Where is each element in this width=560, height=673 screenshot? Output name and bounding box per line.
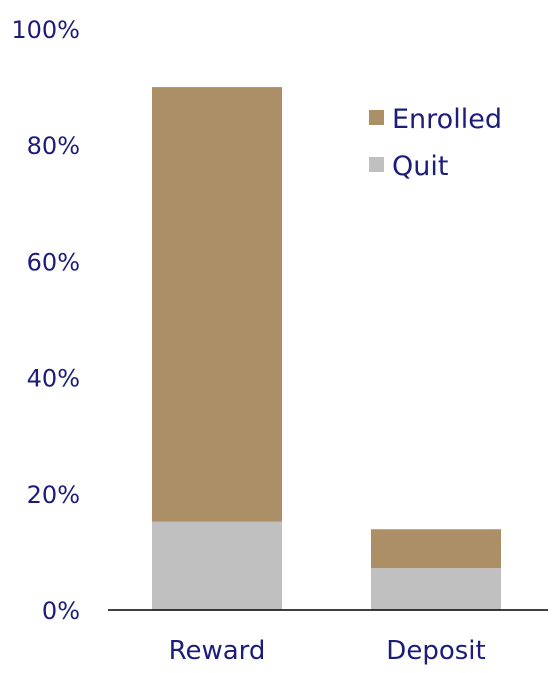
legend-swatch-enrolled: [369, 110, 384, 125]
y-tick-label: 40%: [27, 365, 80, 393]
bars: [152, 87, 501, 610]
x-tick-label: Reward: [169, 636, 266, 666]
legend-label-enrolled: Enrolled: [392, 104, 502, 135]
legend: Enrolled Quit: [369, 104, 502, 182]
bar-deposit-quit: [371, 568, 501, 610]
y-tick-label: 0%: [42, 597, 80, 625]
bar-reward-enrolled: [152, 87, 282, 522]
bar-reward-quit: [152, 521, 282, 610]
x-tick-label: Deposit: [386, 636, 485, 666]
y-axis-ticks: 0% 20% 40% 60% 80% 100%: [11, 16, 80, 625]
legend-swatch-quit: [369, 157, 384, 172]
bar-deposit-enrolled: [371, 529, 501, 569]
legend-label-quit: Quit: [392, 151, 448, 182]
y-tick-label: 100%: [11, 16, 80, 44]
x-axis-labels: Reward Deposit: [169, 636, 486, 666]
y-tick-label: 80%: [27, 132, 80, 160]
y-tick-label: 60%: [27, 248, 80, 276]
y-tick-label: 20%: [27, 481, 80, 509]
